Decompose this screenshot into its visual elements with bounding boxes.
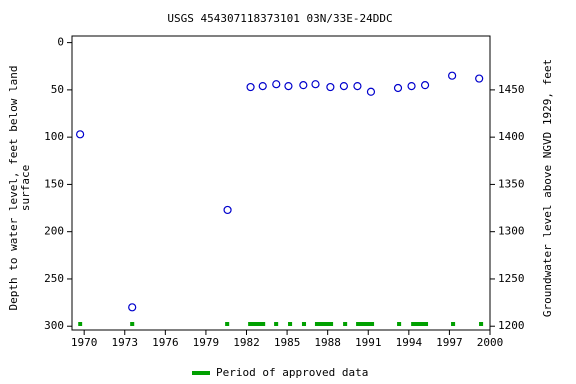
x-tick-label: 1991 (355, 336, 382, 349)
approved-period (343, 322, 348, 326)
x-tick-label: 1979 (193, 336, 220, 349)
x-tick-label: 2000 (477, 336, 504, 349)
y2-tick-label: 1450 (498, 83, 525, 96)
data-point (299, 81, 308, 90)
y2-tick-label: 1400 (498, 130, 525, 143)
x-tick-label: 1973 (112, 336, 139, 349)
y-tick-label: 250 (44, 272, 64, 285)
approved-period (301, 322, 307, 326)
data-point (475, 74, 484, 83)
chart-title: USGS 454307118373101 03N/33E-24DDC (167, 12, 392, 25)
y2-axis-label: Groundwater level above NGVD 1929, feet (541, 59, 554, 317)
approved-period (397, 322, 402, 326)
approved-period (274, 322, 279, 326)
approved-period (451, 322, 456, 326)
y-axis-label: surface (19, 165, 32, 211)
x-tick-label: 1994 (396, 336, 423, 349)
approved-period (356, 322, 375, 326)
data-point (326, 82, 335, 92)
data-point (420, 81, 430, 90)
data-point (366, 87, 376, 96)
y2-tick-label: 1350 (498, 177, 525, 190)
y-tick-label: 200 (44, 225, 64, 238)
data-point (76, 130, 85, 139)
approved-period (479, 322, 484, 326)
plot-frame (71, 35, 491, 331)
data-point (393, 83, 403, 93)
data-point (339, 82, 349, 91)
data-point (258, 82, 267, 91)
x-tick-label: 1988 (314, 336, 341, 349)
x-tick-label: 1970 (71, 336, 98, 349)
approved-period (411, 322, 429, 326)
approved-period (130, 322, 135, 326)
data-point (246, 82, 255, 92)
y2-tick-label: 1250 (498, 272, 525, 285)
approved-period (225, 322, 230, 326)
data-point (407, 82, 416, 91)
y-tick-label: 100 (44, 130, 64, 143)
x-tick-label: 1982 (233, 336, 260, 349)
approved-period (78, 322, 83, 326)
legend-label: Period of approved data (216, 366, 368, 379)
data-point (272, 80, 281, 89)
x-tick-label: 1985 (274, 336, 301, 349)
data-point (128, 303, 137, 312)
y2-tick-label: 1300 (498, 225, 525, 238)
x-tick-label: 1976 (152, 336, 179, 349)
y-tick-label: 50 (51, 83, 64, 96)
data-point (448, 71, 457, 80)
y-axis-label: Depth to water level, feet below land (7, 65, 20, 310)
y-tick-label: 150 (44, 177, 64, 190)
approved-period (288, 322, 293, 326)
y-tick-label: 300 (44, 319, 64, 332)
x-tick-label: 1997 (436, 336, 463, 349)
legend-swatch (192, 371, 210, 375)
data-point (353, 82, 362, 91)
approved-period (248, 322, 266, 326)
y2-tick-label: 1200 (498, 319, 525, 332)
data-point (311, 80, 320, 89)
data-point (284, 82, 293, 91)
data-point (223, 205, 232, 215)
y-tick-label: 0 (57, 36, 64, 49)
approved-period (314, 322, 334, 326)
